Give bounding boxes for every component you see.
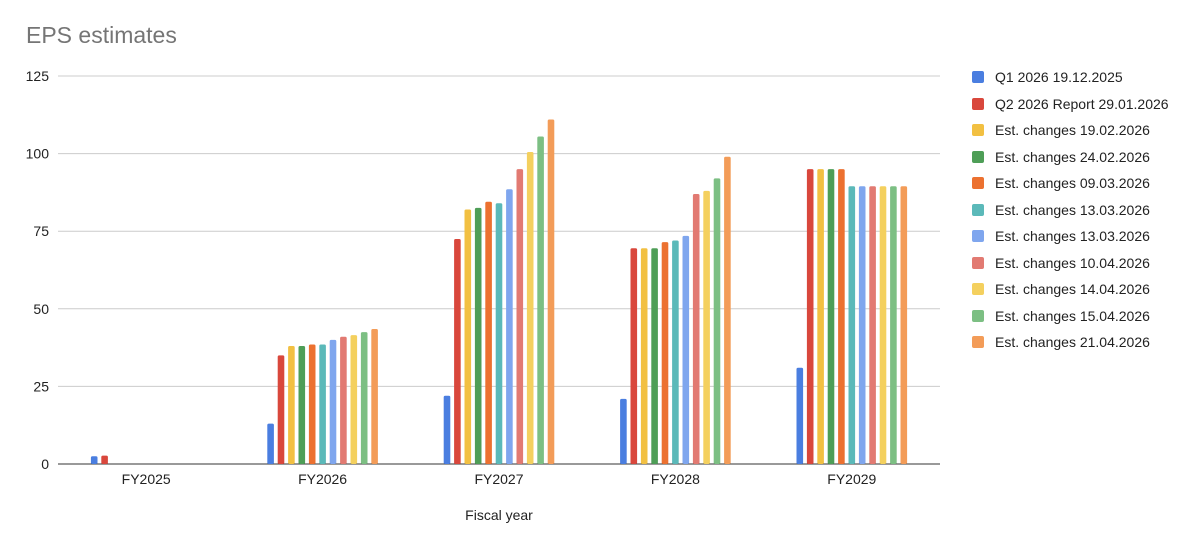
y-tick-label: 125 xyxy=(26,68,50,84)
legend-swatch xyxy=(972,124,984,137)
bar-fy2026-series-5 xyxy=(308,344,316,464)
bar-fy2028-series-4 xyxy=(651,248,658,464)
bar-fy2027-series-5 xyxy=(485,201,492,464)
legend-label: Q2 2026 Report 29.01.2026 xyxy=(995,95,1169,112)
bar-fy2028-series-1 xyxy=(620,398,627,464)
y-tick-label: 100 xyxy=(26,146,50,162)
y-tick-label: 50 xyxy=(33,301,49,317)
legend-label: Est. changes 21.04.2026 xyxy=(995,334,1150,351)
legend-item: Est. changes 14.04.2026 xyxy=(972,276,1169,303)
bar-fy2029-series-11 xyxy=(900,186,908,464)
legend-swatch xyxy=(972,177,984,190)
bar-fy2026-series-1 xyxy=(267,423,274,464)
bar-fy2026-series-9 xyxy=(350,335,358,464)
bar-fy2028-series-10 xyxy=(713,178,721,464)
bar-fy2029-series-8 xyxy=(869,186,876,464)
bar-fy2027-series-2 xyxy=(454,238,461,464)
bar-fy2028-series-11 xyxy=(724,156,731,465)
bar-fy2028-series-3 xyxy=(640,248,648,464)
legend-item: Est. changes 19.02.2026 xyxy=(972,117,1169,144)
bar-fy2027-series-8 xyxy=(516,169,524,464)
bar-fy2029-series-1 xyxy=(796,367,804,464)
y-tick-label: 0 xyxy=(41,456,49,472)
y-tick-label: 75 xyxy=(33,223,49,239)
legend-swatch xyxy=(972,71,984,84)
x-tick-label: FY2027 xyxy=(474,471,523,487)
legend-swatch xyxy=(972,203,984,216)
x-tick-label: FY2029 xyxy=(827,471,876,487)
legend-label: Est. changes 13.03.2026 xyxy=(995,201,1150,218)
legend-swatch xyxy=(972,150,984,163)
bar-fy2027-series-3 xyxy=(464,209,472,464)
x-tick-label: FY2025 xyxy=(122,471,171,487)
x-axis-label: Fiscal year xyxy=(465,507,533,523)
legend-label: Est. changes 15.04.2026 xyxy=(995,307,1150,324)
bar-fy2027-series-1 xyxy=(443,395,451,464)
legend-item: Est. changes 24.02.2026 xyxy=(972,144,1169,171)
legend-label: Q1 2026 19.12.2025 xyxy=(995,69,1123,86)
bar-fy2026-series-3 xyxy=(288,346,295,464)
bar-fy2025-series-2 xyxy=(101,455,108,464)
legend-item: Est. changes 13.03.2026 xyxy=(972,223,1169,250)
bar-fy2028-series-2 xyxy=(630,248,638,464)
bar-fy2027-series-6 xyxy=(495,203,503,464)
y-axis-ticks: 0 25 50 75 100 125 xyxy=(26,68,50,472)
legend-item: Q1 2026 19.12.2025 xyxy=(972,64,1169,91)
bar-fy2026-series-2 xyxy=(277,355,285,464)
bar-fy2029-series-5 xyxy=(838,169,845,464)
bar-fy2027-series-7 xyxy=(506,189,513,464)
bars xyxy=(90,119,908,465)
legend-item: Est. changes 13.03.2026 xyxy=(972,197,1169,224)
bar-fy2029-series-2 xyxy=(806,169,814,464)
legend-label: Est. changes 13.03.2026 xyxy=(995,228,1150,245)
legend-label: Est. changes 10.04.2026 xyxy=(995,254,1150,271)
legend-item: Est. changes 15.04.2026 xyxy=(972,303,1169,330)
legend-swatch xyxy=(972,309,984,322)
legend: Q1 2026 19.12.2025 Q2 2026 Report 29.01.2… xyxy=(972,64,1169,356)
legend-item: Est. changes 21.04.2026 xyxy=(972,329,1169,356)
legend-item: Est. changes 09.03.2026 xyxy=(972,170,1169,197)
legend-label: Est. changes 24.02.2026 xyxy=(995,148,1150,165)
bar-fy2028-series-6 xyxy=(672,240,679,464)
bar-fy2029-series-3 xyxy=(817,169,824,464)
legend-swatch xyxy=(972,336,984,349)
legend-label: Est. changes 19.02.2026 xyxy=(995,122,1150,139)
bar-fy2026-series-7 xyxy=(329,339,337,464)
bar-fy2029-series-7 xyxy=(858,186,866,464)
chart-title: EPS estimates xyxy=(26,22,177,48)
bar-fy2026-series-11 xyxy=(371,328,378,464)
legend-label: Est. changes 09.03.2026 xyxy=(995,175,1150,192)
bar-fy2028-series-5 xyxy=(661,242,669,464)
bar-fy2028-series-9 xyxy=(703,190,710,464)
x-axis-ticks: FY2025 FY2026 FY2027 FY2028 FY2029 xyxy=(122,471,877,487)
legend-swatch xyxy=(972,256,984,269)
bar-fy2026-series-8 xyxy=(340,336,347,464)
bar-fy2027-series-4 xyxy=(474,207,482,465)
bar-fy2025-series-1 xyxy=(90,456,98,464)
bar-fy2029-series-9 xyxy=(879,186,887,464)
bar-fy2027-series-11 xyxy=(547,119,555,465)
legend-swatch xyxy=(972,97,984,110)
bar-fy2026-series-4 xyxy=(298,346,306,464)
x-tick-label: FY2026 xyxy=(298,471,347,487)
bar-fy2029-series-4 xyxy=(827,169,835,464)
bar-fy2029-series-6 xyxy=(848,186,856,464)
y-tick-label: 25 xyxy=(33,378,49,394)
legend-swatch xyxy=(972,230,984,243)
bar-fy2026-series-6 xyxy=(319,344,326,464)
bar-fy2029-series-10 xyxy=(890,186,897,464)
x-tick-label: FY2028 xyxy=(651,471,700,487)
bar-fy2028-series-7 xyxy=(682,235,690,464)
legend-swatch xyxy=(972,283,984,296)
legend-item: Est. changes 10.04.2026 xyxy=(972,250,1169,277)
bar-fy2027-series-9 xyxy=(526,152,534,464)
bar-fy2027-series-10 xyxy=(537,136,544,464)
legend-label: Est. changes 14.04.2026 xyxy=(995,281,1150,298)
bar-fy2028-series-8 xyxy=(692,193,700,464)
bar-fy2026-series-10 xyxy=(360,332,368,464)
legend-item: Q2 2026 Report 29.01.2026 xyxy=(972,91,1169,118)
